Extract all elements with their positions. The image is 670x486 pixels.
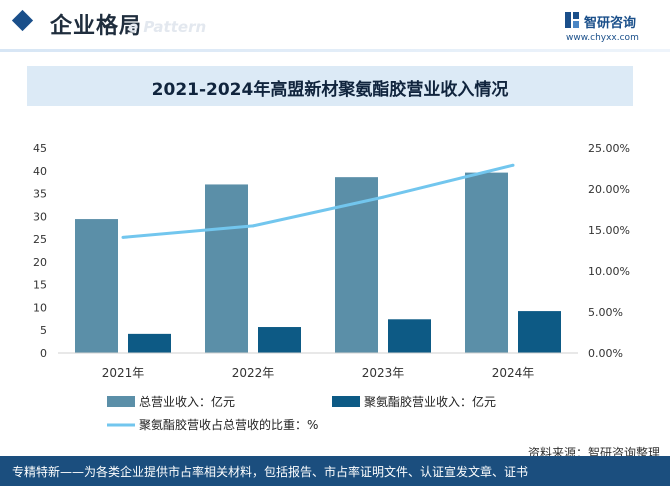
chart-title-band: 2021-2024年高盟新材聚氨酯胶营业收入情况 [27, 66, 633, 106]
x-tick-label: 2022年 [232, 366, 275, 380]
y-left-tick-label: 5 [40, 324, 47, 337]
legend-label-pu: 聚氨酯胶营业收入：亿元 [364, 394, 496, 409]
bar-total-revenue [465, 172, 508, 353]
x-tick-label: 2023年 [362, 366, 405, 380]
y-right-tick-label: 5.00% [588, 306, 623, 319]
logo-name: 智研咨询 [584, 16, 637, 31]
ratio-line [122, 163, 514, 239]
bar-pu-revenue [388, 319, 431, 353]
section-subtitle: e Pattern [128, 18, 207, 36]
footer-text: 专精特新——为各类企业提供市占率相关材料，包括报告、市占率证明文件、认证宣发文章… [12, 465, 529, 479]
legend-swatch-total [107, 396, 135, 407]
logo-icon [565, 12, 579, 28]
legend-swatch-pu [332, 396, 360, 407]
y-right-tick-label: 10.00% [588, 265, 630, 278]
y-left-tick-label: 15 [33, 279, 47, 292]
ratio-point [251, 224, 255, 228]
y-left-tick-label: 30 [33, 210, 47, 223]
y-left-tick-label: 40 [33, 165, 47, 178]
y-left-tick-label: 20 [33, 256, 47, 269]
y-left-tick-label: 10 [33, 301, 47, 314]
y-left-tick-label: 45 [33, 142, 47, 155]
y-left-tick-label: 25 [33, 233, 47, 246]
x-tick-label: 2024年 [492, 366, 535, 380]
bar-pu-revenue [128, 333, 171, 353]
ratio-point [121, 235, 125, 239]
y-left-tick-label: 0 [40, 347, 47, 360]
y-right-tick-label: 15.00% [588, 224, 630, 237]
bar-pu-revenue [518, 311, 561, 353]
y-right-tick-label: 20.00% [588, 183, 630, 196]
footer-banner: 专精特新——为各类企业提供市占率相关材料，包括报告、市占率证明文件、认证宣发文章… [0, 456, 670, 486]
legend-label-ratio: 聚氨酯胶营收占总营收的比重：% [139, 417, 318, 432]
logo-url: www.chyxx.com [566, 33, 639, 43]
chart-title: 2021-2024年高盟新材聚氨酯胶营业收入情况 [151, 80, 509, 100]
bar-pu-revenue [258, 327, 301, 353]
section-header: 企业格局 e Pattern 智研咨询 www.chyxx.com [0, 0, 670, 52]
bar-total-revenue [205, 184, 248, 353]
x-tick-label: 2021年 [102, 366, 145, 380]
section-title: 企业格局 [50, 14, 143, 39]
header-divider [0, 49, 670, 52]
y-right-tick-label: 25.00% [588, 142, 630, 155]
y-left-tick-label: 35 [33, 188, 47, 201]
y-right-tick-label: 0.00% [588, 347, 623, 360]
legend-label-total: 总营业收入：亿元 [139, 394, 235, 409]
bar-total-revenue [75, 219, 118, 353]
ratio-point [511, 163, 515, 167]
ratio-point [381, 195, 385, 199]
